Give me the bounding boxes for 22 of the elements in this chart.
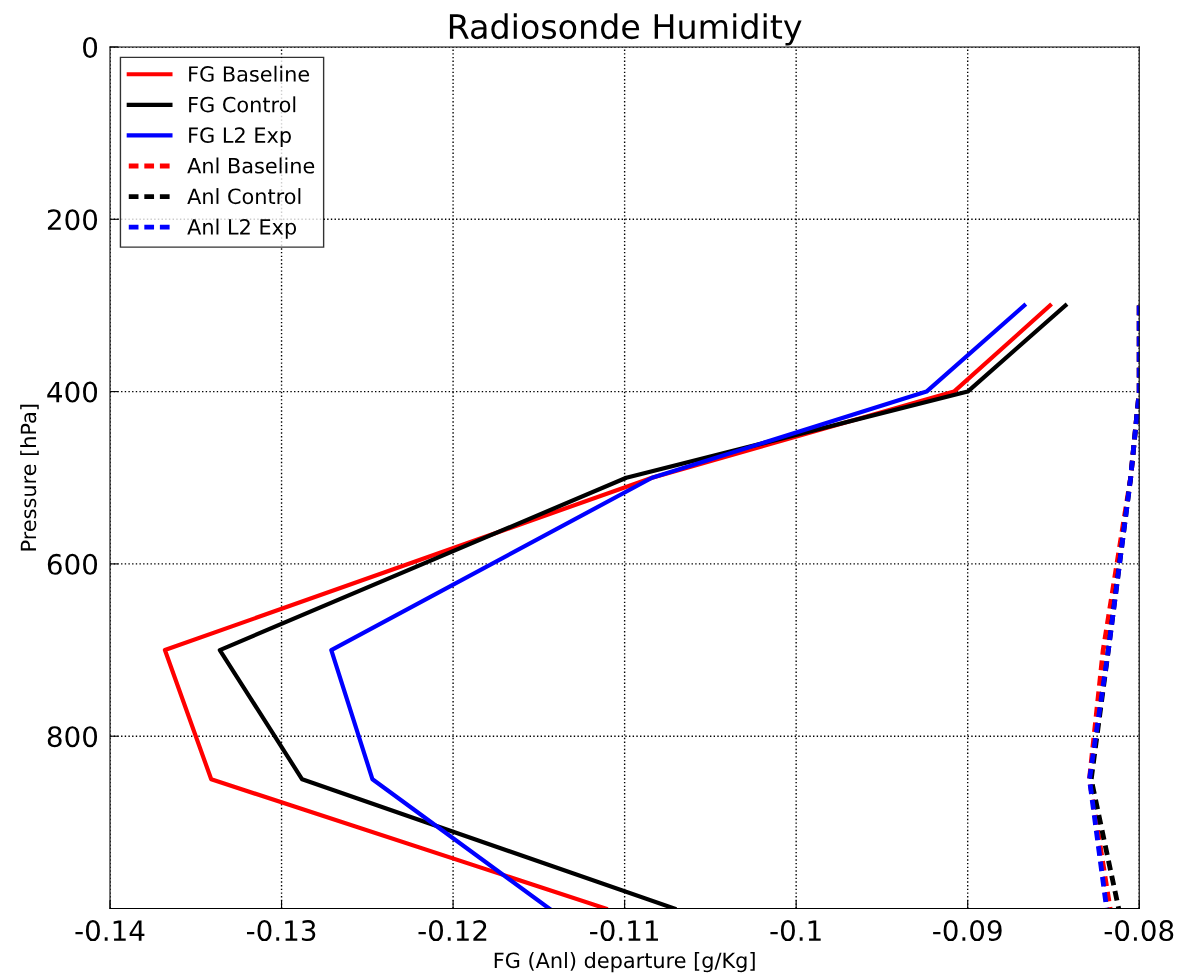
- x-tick-label: -0.12: [418, 920, 487, 942]
- legend-label: FG Control: [189, 96, 296, 113]
- x-axis-title: FG (Anl) departure [g/Kg]: [494, 952, 755, 973]
- legend-label: Anl L2 Exp: [187, 218, 297, 239]
- chart-title: Radiosonde Humidity: [449, 13, 802, 46]
- y-axis-title: Pressure [hPa]: [20, 404, 39, 551]
- line-series: [329, 303, 1027, 909]
- x-tick-label: -0.11: [590, 920, 658, 942]
- y-tick-label: 0: [83, 36, 98, 58]
- y-tick-label: 200: [47, 209, 98, 231]
- x-tick-label: -0.08: [1104, 920, 1174, 942]
- x-tick-label: -0.1: [770, 920, 821, 942]
- y-tick-label: 600: [47, 553, 98, 575]
- legend-label: Anl Baseline: [187, 157, 315, 174]
- x-tick-label: -0.09: [933, 920, 1002, 942]
- y-tick-label: 400: [47, 381, 98, 403]
- x-tick-label: -0.14: [75, 920, 145, 942]
- legend-label: Anl Control: [187, 188, 301, 205]
- x-tick-label: -0.13: [246, 920, 316, 942]
- legend-label: FG Baseline: [189, 65, 310, 82]
- y-tick-label: 800: [47, 726, 98, 748]
- legend-label: FG L2 Exp: [189, 127, 291, 148]
